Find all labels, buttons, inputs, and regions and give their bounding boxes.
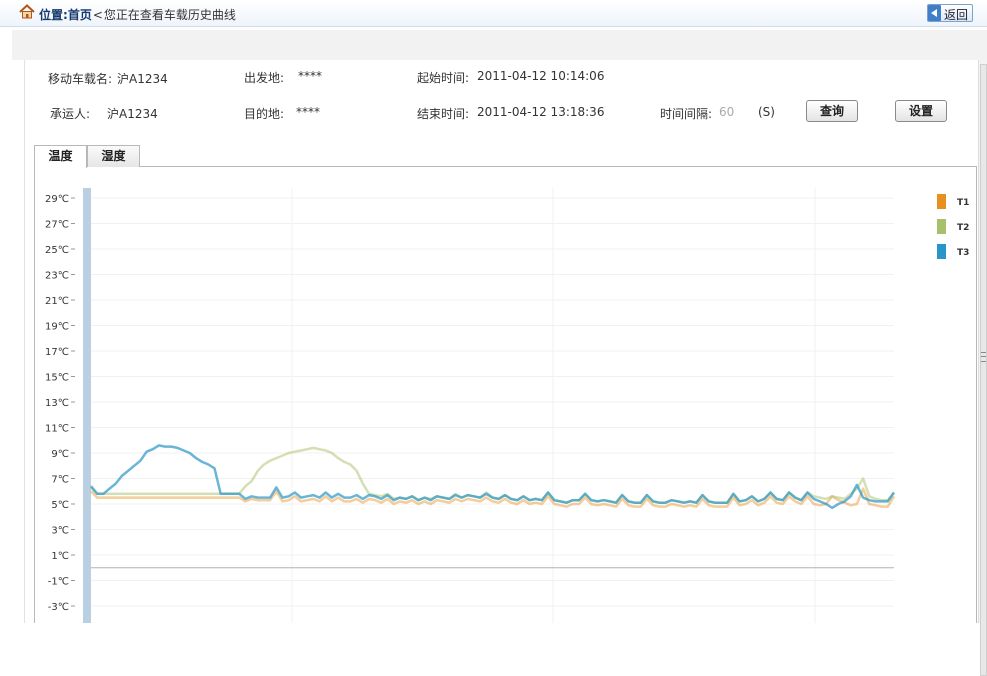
origin-value: **** — [298, 69, 322, 83]
top-bar: 位置:首页<您正在查看车载历史曲线 返回 — [0, 0, 987, 27]
tab-strip-line — [34, 166, 977, 167]
carrier-label: 承运人: — [50, 107, 91, 121]
scrollbar-thumb[interactable] — [980, 64, 987, 676]
vehicle-name-label: 移动车载名: — [48, 72, 113, 86]
breadcrumb: 位置:首页<您正在查看车载历史曲线 — [39, 6, 236, 23]
breadcrumb-home-link[interactable]: 首页 — [67, 8, 92, 22]
end-time-value: 2011-04-12 13:18:36 — [477, 105, 605, 119]
breadcrumb-separator: < — [92, 8, 103, 22]
settings-button[interactable]: 设置 — [895, 100, 947, 122]
home-icon — [19, 4, 35, 19]
back-button[interactable]: 返回 — [927, 4, 973, 22]
carrier-value: 沪A1234 — [107, 107, 158, 121]
back-button-label: 返回 — [944, 8, 969, 22]
header-strip — [12, 30, 987, 60]
vehicle-name-value: 沪A1234 — [117, 72, 168, 86]
query-button[interactable]: 查询 — [806, 100, 858, 122]
chart-frame — [34, 167, 977, 623]
interval-label: 时间间隔: — [660, 107, 713, 121]
origin-label: 出发地: — [244, 71, 285, 85]
interval-unit: (S) — [758, 105, 775, 119]
vertical-scrollbar[interactable] — [978, 60, 987, 676]
scrollbar-grip-icon — [981, 352, 986, 362]
tab-humidity[interactable]: 湿度 — [87, 145, 140, 167]
destination-value: **** — [296, 105, 320, 119]
start-time-label: 起始时间: — [417, 71, 470, 85]
breadcrumb-colon: : — [63, 8, 68, 22]
breadcrumb-location-label: 位置 — [39, 8, 64, 22]
breadcrumb-current: 您正在查看车载历史曲线 — [103, 8, 236, 22]
interval-value[interactable]: 60 — [719, 105, 735, 119]
tab-temperature[interactable]: 温度 — [34, 145, 87, 168]
arrow-left-icon — [928, 5, 941, 21]
start-time-value: 2011-04-12 10:14:06 — [477, 69, 605, 83]
destination-label: 目的地: — [244, 107, 285, 121]
end-time-label: 结束时间: — [417, 107, 470, 121]
